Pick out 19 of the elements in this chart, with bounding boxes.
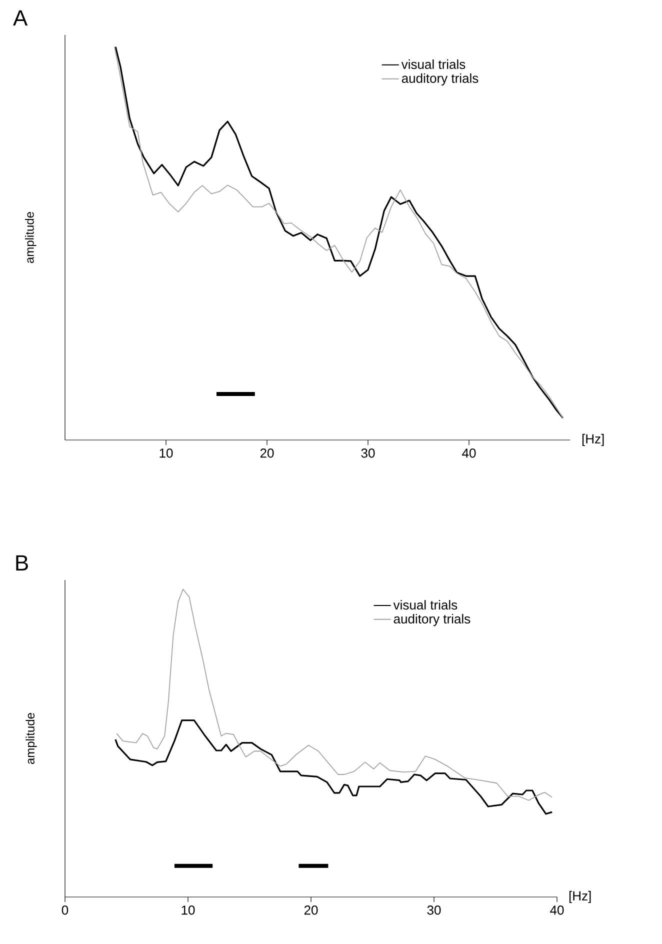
y-axis-title: amplitude [25, 212, 36, 264]
x-axis-title: [Hz] [569, 890, 591, 904]
x-tick-label: 20 [304, 906, 318, 915]
x-tick-label: 10 [182, 906, 195, 915]
x-tick-label: 0 [62, 906, 68, 915]
x-tick-label: 10 [160, 448, 173, 458]
x-tick-label: 40 [462, 448, 476, 458]
x-tick-label: 20 [260, 448, 274, 458]
legend-label: auditory trials [394, 614, 470, 626]
chart-title: A [13, 10, 28, 26]
chart-title: B [16, 555, 28, 570]
x-tick-label: 40 [550, 906, 564, 915]
legend-label: auditory trials [402, 73, 478, 86]
x-tick-label: 30 [427, 906, 441, 915]
x-tick-label: 30 [361, 448, 375, 458]
x-axis-title: [Hz] [582, 434, 604, 446]
legend-label: visual trials [393, 600, 458, 610]
y-axis-title: amplitude [26, 713, 37, 764]
legend-label: visual trials [401, 59, 466, 69]
